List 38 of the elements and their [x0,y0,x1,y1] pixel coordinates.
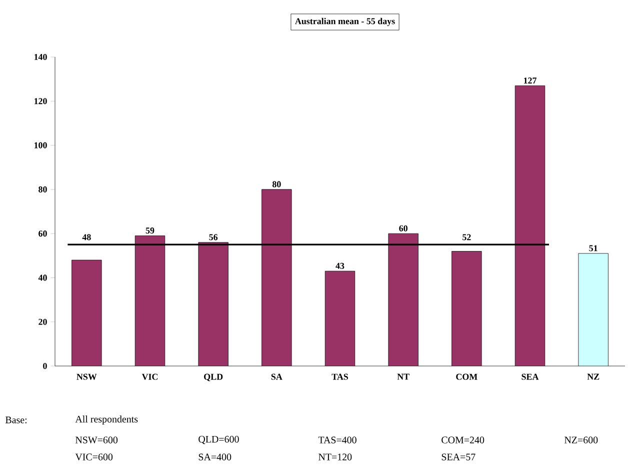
text: NZ=600 [564,436,598,444]
data-label: 56 [209,234,218,240]
data-label: 60 [399,225,408,232]
data-label: 51 [589,245,598,252]
data-label: 127 [524,78,537,84]
x-tick-label: VIC [142,374,158,380]
text: NT=120 [318,454,352,460]
y-tick-label: 80 [38,186,47,192]
y-tick-label: 0 [43,362,47,370]
data-label: 43 [336,262,344,269]
text: TAS=400 [318,436,356,444]
ref-line-label: Australian mean - 55 days [295,18,395,26]
text: SA=400 [198,454,232,460]
y-tick-label: 20 [38,318,47,325]
text: VIC=600 [75,454,113,460]
data-label: 52 [462,234,471,240]
x-tick-label: NZ [587,374,600,380]
text: Base: [5,416,27,424]
y-tick-label: 140 [34,54,47,60]
x-tick-label: SA [271,374,282,380]
x-tick-label: NT [397,374,410,380]
data-label: 48 [82,234,91,240]
x-tick-label: QLD [204,374,223,382]
x-tick-label: COM [456,374,478,380]
text: SEA=57 [442,454,476,460]
x-tick-label: TAS [332,374,348,380]
x-tick-label: SEA [522,374,539,380]
y-tick-label: 100 [34,142,47,148]
data-label: 80 [272,181,281,188]
data-label: 59 [146,228,154,234]
y-tick-label: 40 [38,274,47,281]
text: COM=240 [442,436,484,444]
y-tick-label: 120 [34,98,47,104]
x-tick-label: NSW [76,374,97,380]
text: QLD=600 [198,436,239,444]
y-tick-label: 60 [38,230,47,237]
text: All respondents [75,415,138,425]
text: NSW=600 [75,436,118,444]
